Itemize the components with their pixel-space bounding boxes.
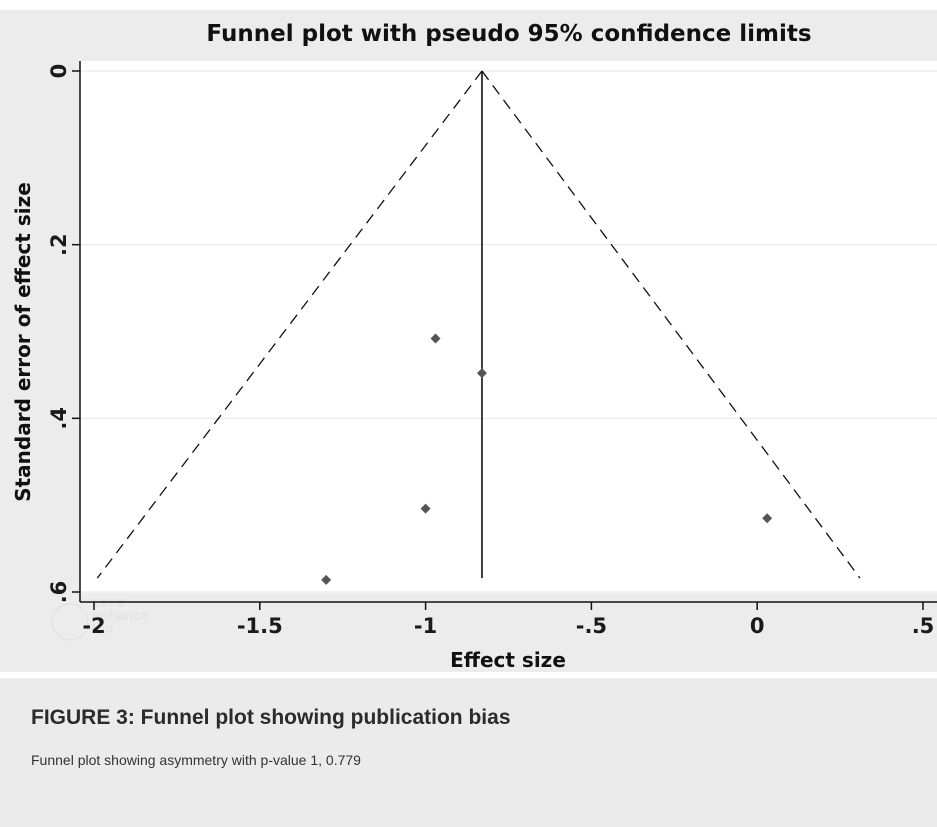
y-tick-label: 0 [47, 64, 71, 79]
x-tick-label: -1 [414, 614, 437, 638]
x-tick-label: -1.5 [237, 614, 283, 638]
chart-panel: Let's enhance bio 0.2.4.6 -2 -1.5 -1 -.5 0.5 Fu… [0, 10, 937, 672]
left-confidence-limit [96, 70, 483, 579]
y-tick-label: .2 [47, 233, 71, 256]
watermark-logo [51, 603, 89, 641]
y-tick-label: .4 [47, 407, 71, 430]
data-points [321, 333, 773, 585]
y-tick-label: .6 [47, 581, 71, 604]
data-point [430, 333, 441, 344]
watermark-text: bio [92, 620, 113, 636]
tick-labels: 0 .2 .4 .6 -2 -1.5 -1 -.5 0 .5 [47, 64, 934, 638]
figure-caption: FIGURE 3: Funnel plot showing publicatio… [0, 678, 937, 827]
funnel-lines [96, 70, 861, 579]
x-tick-label: -.5 [576, 614, 607, 638]
x-axis-title: Effect size [450, 648, 566, 672]
x-tick-label: .5 [912, 614, 935, 638]
data-point [321, 574, 332, 585]
plot-area [80, 61, 937, 593]
watermark-text: enhance [92, 607, 149, 623]
grid-lines [80, 70, 937, 593]
data-point [762, 513, 773, 524]
chart-title: Funnel plot with pseudo 95% confidence l… [206, 21, 811, 47]
x-tick-label: 0 [750, 614, 765, 638]
caption-title: FIGURE 3: Funnel plot showing publicatio… [31, 706, 511, 729]
x-tick-label: -2 [82, 614, 105, 638]
data-point [420, 503, 431, 514]
axes [72, 61, 937, 610]
data-point [476, 368, 487, 379]
right-confidence-limit [481, 70, 861, 579]
caption-text: Funnel plot showing asymmetry with p-val… [31, 752, 361, 768]
y-axis-title: Standard error of effect size [11, 182, 35, 502]
